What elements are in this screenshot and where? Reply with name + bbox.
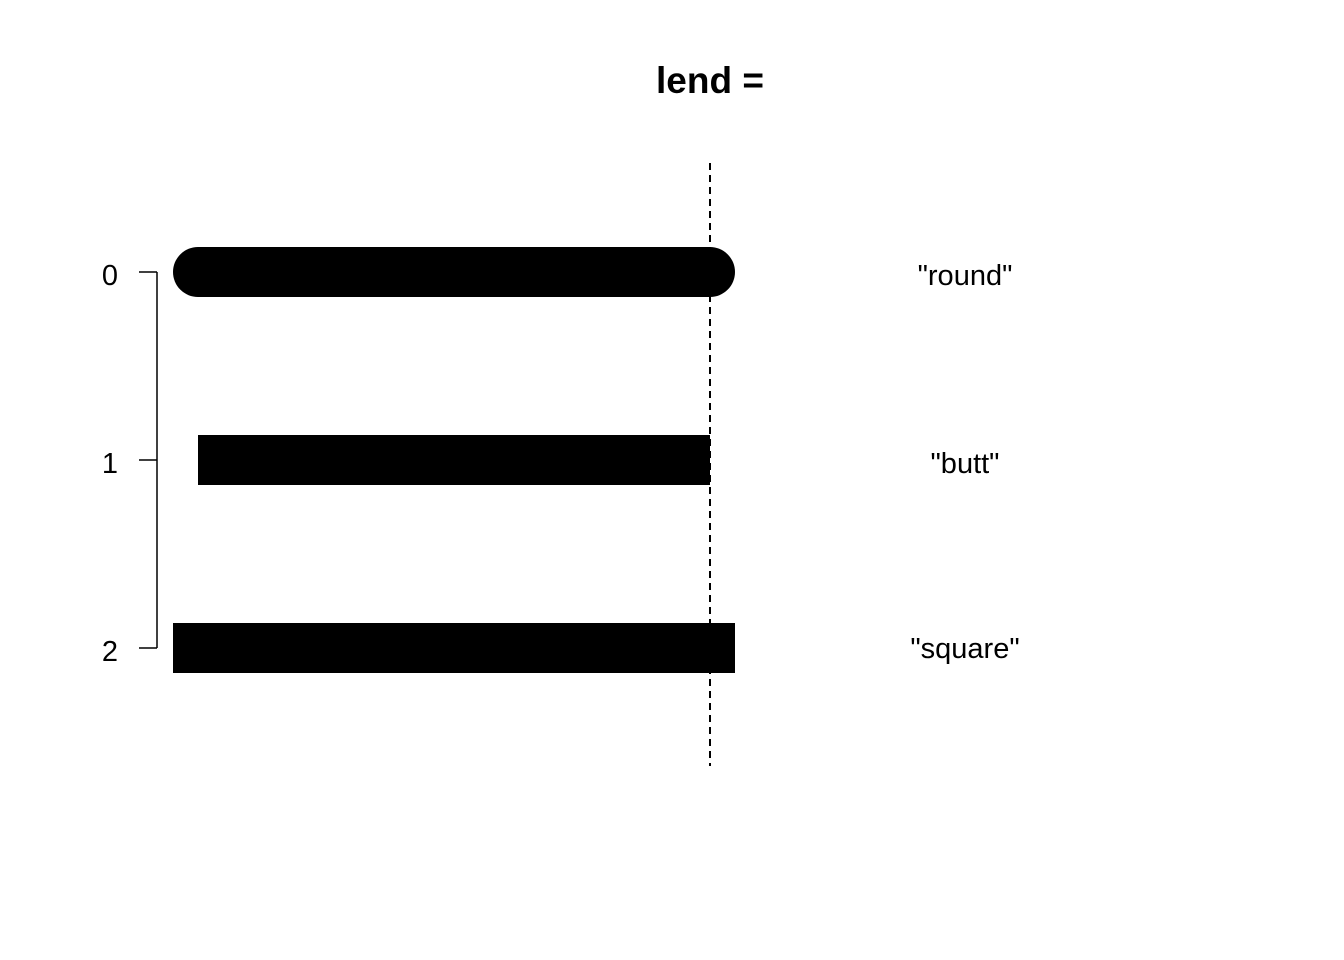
y-axis-tick-label-0: 0	[102, 260, 118, 292]
cap-label-square: "square"	[910, 633, 1019, 665]
y-axis-tick-label-2: 2	[102, 636, 118, 668]
cap-labels: "round" "butt" "square"	[910, 260, 1019, 665]
cap-label-round: "round"	[918, 260, 1013, 292]
y-axis: 0 1 2	[102, 260, 158, 668]
figure-title: lend =	[656, 60, 764, 101]
line-samples	[173, 247, 735, 673]
y-axis-tick-label-1: 1	[102, 448, 118, 480]
cap-label-butt: "butt"	[931, 448, 1000, 480]
